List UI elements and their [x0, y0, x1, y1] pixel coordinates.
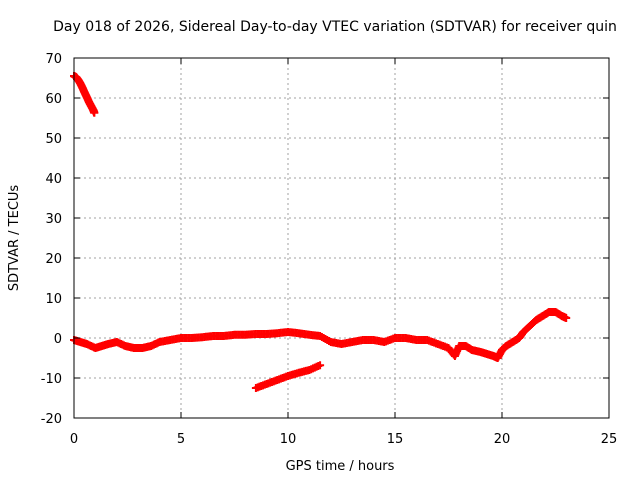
- y-tick-label: 30: [45, 212, 62, 227]
- x-axis-label: GPS time / hours: [286, 459, 395, 474]
- y-tick-label: 20: [45, 252, 62, 267]
- x-tick-label: 20: [494, 432, 511, 447]
- y-tick-label: 60: [45, 92, 62, 107]
- data-points: [70, 72, 571, 392]
- chart-title: Day 018 of 2026, Sidereal Day-to-day VTE…: [53, 19, 617, 35]
- data-point-interp: [90, 108, 99, 117]
- y-tick-label: 0: [54, 332, 62, 347]
- x-tick-label: 15: [387, 432, 404, 447]
- plot-frame: [73, 57, 610, 419]
- x-tick-label: 25: [601, 432, 618, 447]
- x-tick-label: 0: [70, 432, 78, 447]
- data-point-interp: [561, 313, 570, 322]
- y-tick-label: 40: [45, 172, 62, 187]
- data-point-interp: [314, 362, 323, 370]
- x-tick-label: 10: [280, 432, 297, 447]
- y-tick-label: -20: [41, 412, 62, 427]
- series: [251, 361, 325, 392]
- y-tick-label: 50: [45, 132, 62, 147]
- y-axis-label: SDTVAR / TECUs: [7, 185, 22, 292]
- series: [70, 308, 571, 362]
- axis-ticks: 0 5 10 15 20 25 -20 -10 0 10 20 30 40 50 60 70: [41, 52, 618, 447]
- y-tick-label: 10: [45, 292, 62, 307]
- y-tick-label: -10: [41, 372, 62, 387]
- y-tick-label: 70: [45, 52, 62, 67]
- x-tick-label: 5: [177, 432, 185, 447]
- grid: [74, 58, 609, 418]
